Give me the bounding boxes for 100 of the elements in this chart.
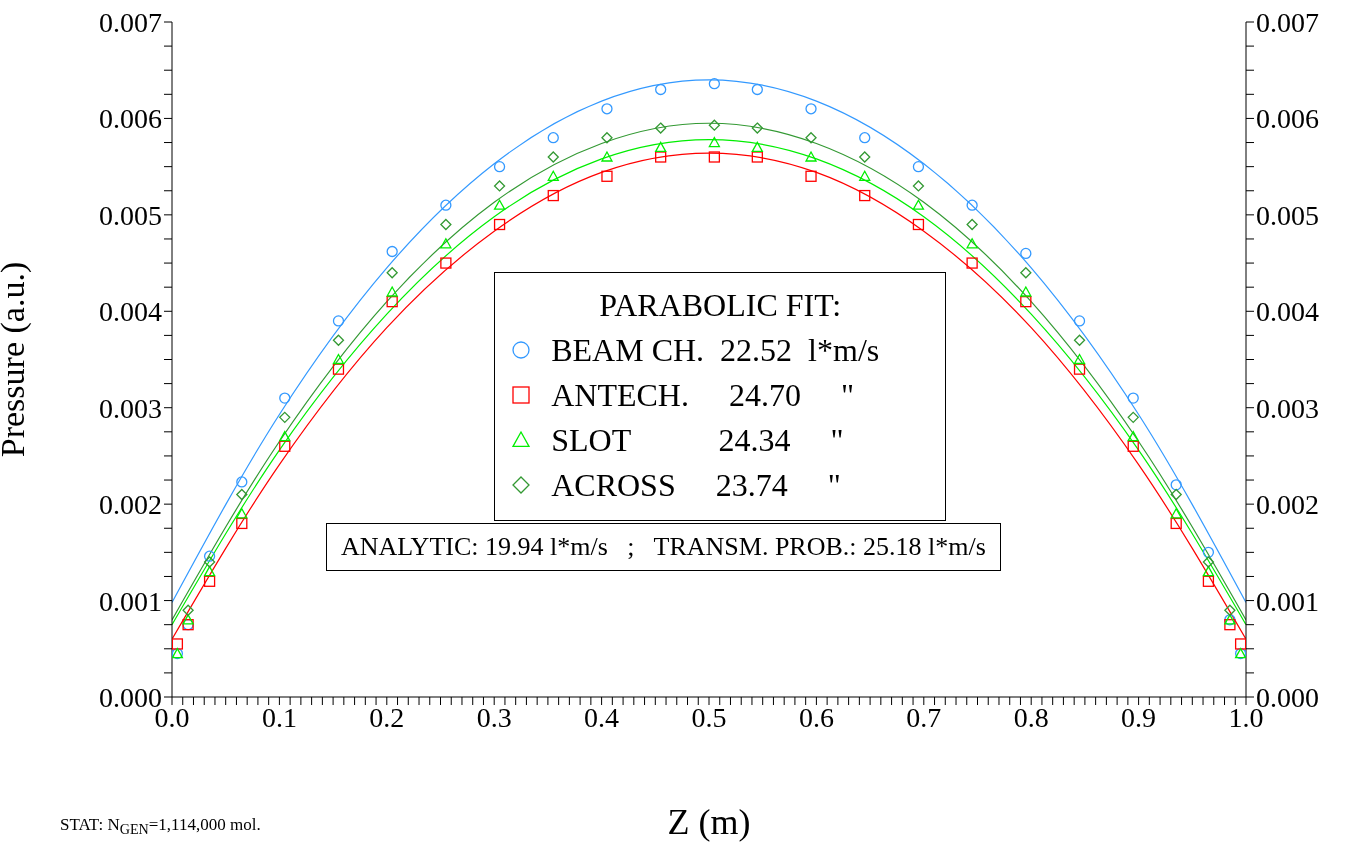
point [279,430,291,442]
point [708,136,721,148]
point [332,334,345,346]
point [601,103,613,115]
legend-label: ACROSS 23.74 " [551,465,841,505]
point [1020,267,1032,279]
point [1127,392,1139,404]
point [912,218,925,231]
x-tick-label: 0.4 [584,701,620,733]
point [859,151,871,163]
point [601,132,613,144]
point [708,78,721,90]
point [547,151,559,163]
point [386,245,398,258]
point [547,132,559,144]
point [1127,430,1139,442]
point [859,189,871,202]
x-tick-label: 0.6 [798,701,834,733]
point [966,238,978,249]
y-tick-label: 0.006 [99,103,162,135]
point [440,238,452,249]
point [655,122,667,134]
x-tick-label: 0.2 [369,701,405,733]
point [655,141,667,153]
annotation: ANALYTIC: 19.94 l*m/s ; TRANSM. PROB.: 25.18 l*m/s [326,523,1001,571]
text: STAT: N$_{GEN}$=1,114,000 mol. [60,815,261,839]
point [655,151,667,163]
x-axis-title: Z (m) [667,802,751,842]
point [493,180,506,192]
point [279,411,291,424]
point [1170,488,1182,501]
point [1073,363,1086,375]
point [1073,315,1086,327]
point [859,170,871,181]
point [236,508,248,519]
point [1224,619,1236,631]
point [203,575,216,587]
y2-tick-label: 0.007 [1256,6,1319,38]
point [805,170,817,182]
point [966,199,978,211]
y2-tick-label: 0.001 [1256,585,1319,617]
point [912,199,925,210]
point [236,517,248,530]
y2-tick-label: 0.002 [1256,489,1319,521]
point [203,550,216,562]
y-tick-label: 0.007 [99,6,162,38]
point [493,160,506,173]
point [859,132,871,144]
point [493,199,506,210]
x-tick-label: 0.7 [906,701,942,733]
y-tick-label: 0.004 [99,296,162,328]
point [236,476,248,488]
point [1020,286,1032,297]
point [708,119,721,131]
point [332,363,345,375]
point [440,218,452,231]
point [547,189,559,202]
point [601,170,613,182]
point [1020,247,1032,260]
point [440,199,452,211]
point [1202,565,1215,577]
point [332,353,345,365]
point [655,83,667,96]
point [805,151,817,162]
point [386,286,398,297]
point [203,556,216,568]
point [1202,546,1215,559]
point [708,151,721,163]
point [1224,604,1236,616]
point [966,257,978,269]
point [601,151,613,162]
y-tick-label: 0.001 [99,585,162,617]
x-tick-label: 0.9 [1121,701,1157,733]
point [182,614,194,625]
y2-tick-label: 0.005 [1256,199,1319,231]
y-tick-label: 0.005 [99,199,162,231]
point [1073,353,1086,365]
point [1127,440,1139,452]
point [182,604,194,616]
y-tick-label: 0.003 [99,392,162,424]
point [1170,479,1182,491]
legend-label: BEAM CH. 22.52 l*m/s [551,330,880,370]
y-axis-title: Pressure (a.u.) [0,261,33,458]
legend-title: PARABOLIC FIT: [598,285,843,325]
point [547,170,559,181]
point [751,83,763,96]
point [386,267,398,279]
point [1202,575,1215,587]
x-tick-label: 0.1 [261,701,297,733]
point [203,565,216,577]
point [1170,517,1182,530]
point [751,141,763,153]
x-tick-label: 0.5 [691,701,727,733]
point [805,132,817,144]
point [172,638,184,650]
point [1202,556,1215,568]
point [236,488,248,501]
point [1170,508,1182,519]
point [440,257,452,269]
point [751,151,763,163]
